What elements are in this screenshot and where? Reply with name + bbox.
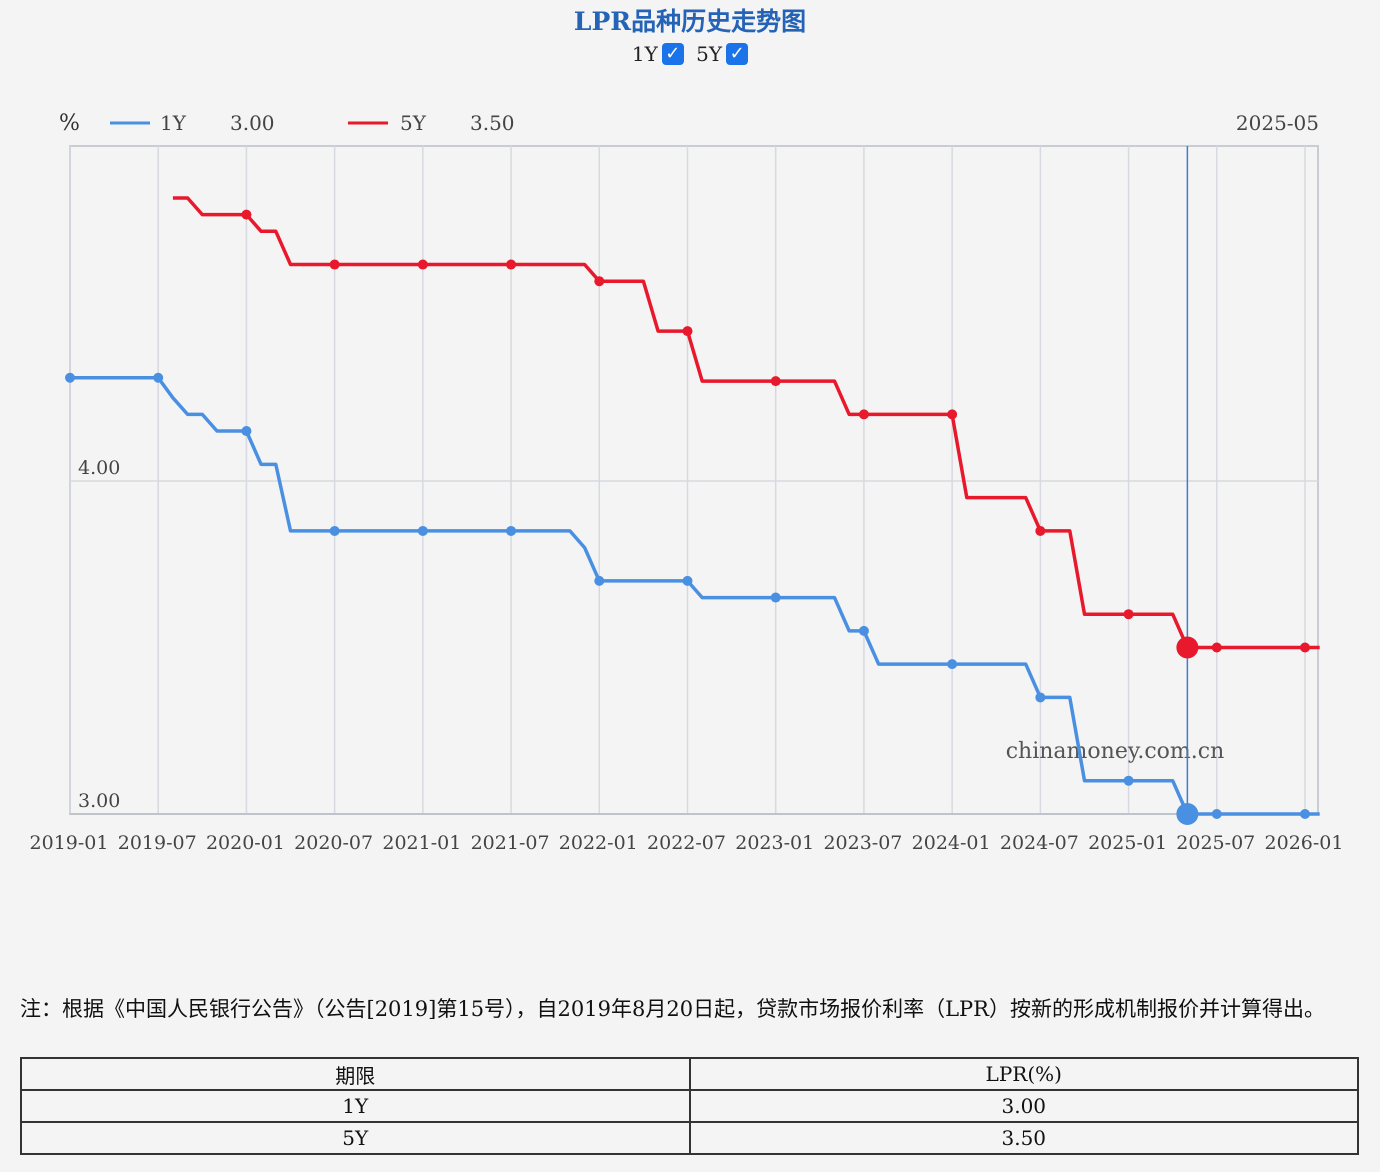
data-point [417, 525, 428, 536]
x-tick-label: 2022-07 [647, 832, 726, 854]
data-point [241, 209, 252, 220]
toggle-1y-label: 1Y [631, 42, 658, 66]
lpr-table: 期限 LPR(%) 1Y 3.00 5Y 3.50 [20, 1057, 1359, 1155]
data-point [329, 259, 340, 270]
checkbox-checked-icon[interactable]: ✓ [726, 43, 749, 65]
x-tick-label: 2022-01 [559, 832, 638, 854]
data-point [858, 409, 869, 420]
data-point-highlight [1176, 636, 1199, 659]
data-point [1123, 609, 1134, 620]
table-header-rate: LPR(%) [688, 1057, 1359, 1091]
plot-frame [69, 145, 1319, 815]
table-cell-rate: 3.00 [688, 1089, 1359, 1123]
y-unit-label: % [59, 111, 80, 136]
data-point [682, 326, 693, 337]
toggle-1y[interactable]: 1Y ✓ [632, 42, 684, 66]
toggle-5y[interactable]: 5Y ✓ [696, 42, 749, 66]
series-lines [65, 146, 1320, 825]
data-point [1300, 642, 1310, 653]
table-row: 1Y 3.00 [20, 1089, 1359, 1123]
series-toggles: 1Y ✓ 5Y ✓ [0, 42, 1380, 66]
x-tick-label: 2025-07 [1176, 832, 1255, 854]
data-point [947, 409, 958, 420]
data-point [417, 259, 428, 270]
x-tick-label: 2020-07 [294, 832, 373, 854]
data-point [329, 525, 340, 536]
table-cell-term: 5Y [20, 1121, 691, 1155]
x-tick-label: 2019-07 [118, 832, 197, 854]
legend-cursor-date: 2025-05 [1236, 111, 1319, 135]
data-point [1035, 692, 1046, 703]
line-chart[interactable]: % 1Y 3.00 5Y 3.50 2025-05 chinamoney.com.cn 20… [0, 100, 1380, 971]
x-tick-label: 2021-07 [471, 832, 550, 854]
table-header-term: 期限 [20, 1057, 691, 1091]
data-point [506, 525, 517, 536]
chart-grid [69, 145, 1319, 815]
y-axis: 4.00 3.00 [78, 457, 120, 812]
data-point [1123, 775, 1134, 786]
footnote: 注：根据《中国人民银行公告》（公告[2019]第15号），自2019年8月20日… [20, 997, 1325, 1021]
table-cell-rate: 3.50 [688, 1121, 1359, 1155]
checkbox-checked-icon[interactable]: ✓ [661, 43, 684, 65]
legend-series-name: 5Y [400, 111, 427, 135]
data-point [770, 592, 781, 603]
toggle-5y-label: 5Y [696, 42, 723, 66]
series-line-5y [172, 196, 1320, 650]
data-point [1211, 642, 1222, 653]
data-point [594, 575, 605, 586]
legend-series-value: 3.50 [470, 111, 515, 135]
x-tick-label: 2026-01 [1265, 832, 1344, 854]
y-tick-label: 3.00 [78, 790, 120, 812]
x-tick-label: 2023-01 [735, 832, 814, 854]
x-tick-label: 2020-01 [206, 832, 285, 854]
data-point [947, 659, 958, 670]
data-point [682, 575, 693, 586]
data-point [770, 376, 781, 387]
data-point [1211, 809, 1222, 819]
table-header-row: 期限 LPR(%) [20, 1057, 1359, 1091]
x-tick-label: 2024-01 [912, 832, 991, 854]
x-tick-label: 2019-01 [30, 832, 109, 854]
data-point [65, 372, 75, 383]
data-point [858, 625, 869, 636]
table-cell-term: 1Y [20, 1089, 691, 1123]
x-tick-label: 2025-01 [1088, 832, 1167, 854]
chart-title: LPR品种历史走势图 [573, 7, 807, 36]
x-axis: 2019-01 2019-07 2020-01 2020-07 2021-01 2021-… [30, 832, 1344, 854]
y-tick-label: 4.00 [78, 457, 120, 479]
table-row: 5Y 3.50 [20, 1121, 1359, 1155]
chart-area[interactable]: % 1Y 3.00 5Y 3.50 2025-05 chinamoney.com.cn 20… [0, 100, 1380, 971]
data-point [1300, 809, 1310, 819]
data-point-highlight [1176, 803, 1199, 825]
data-point [153, 372, 164, 383]
x-tick-label: 2021-01 [382, 832, 461, 854]
x-tick-label: 2023-07 [823, 832, 902, 854]
data-point [241, 426, 252, 437]
data-point [594, 276, 605, 287]
watermark-text: chinamoney.com.cn [1006, 739, 1225, 764]
x-tick-label: 2024-07 [1000, 832, 1079, 854]
data-point [506, 259, 517, 270]
data-point [1035, 525, 1046, 536]
legend-series-name: 1Y [160, 111, 187, 135]
legend-series-value: 3.00 [230, 111, 275, 135]
